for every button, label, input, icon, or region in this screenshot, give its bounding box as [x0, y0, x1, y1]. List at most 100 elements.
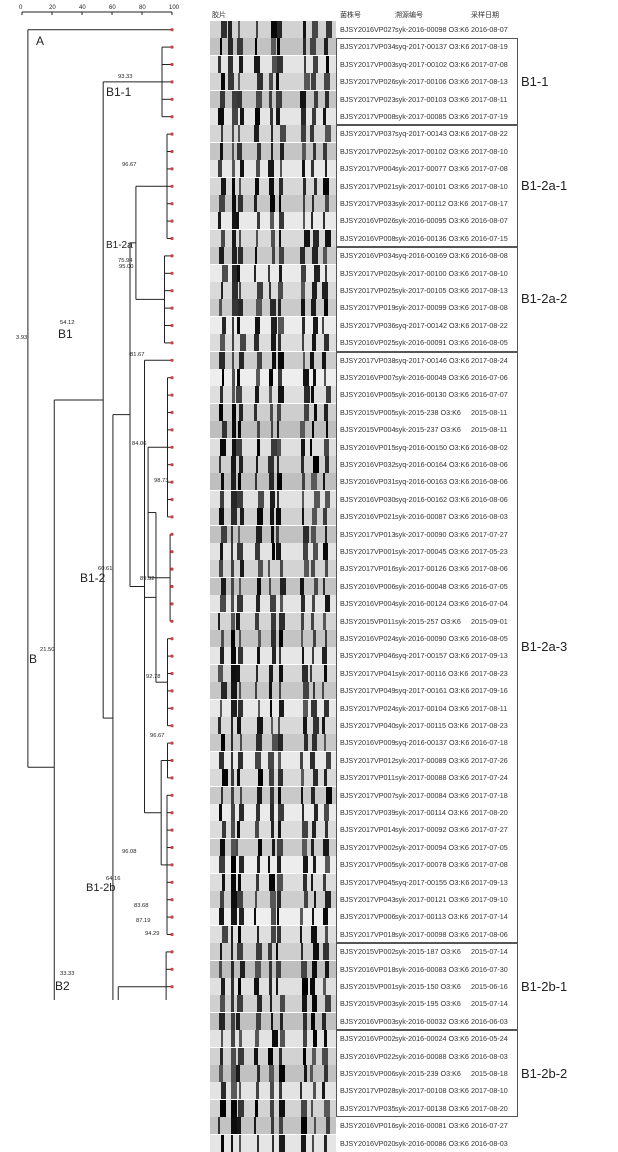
gel-band [255, 960, 262, 978]
gel-band [311, 421, 314, 439]
cluster-label: B2 [55, 979, 70, 993]
gel-band [230, 908, 237, 926]
gel-band [268, 560, 271, 578]
gel-band [231, 421, 236, 439]
gel-band [254, 682, 257, 700]
gel-band [270, 108, 274, 125]
gel-band [271, 1134, 274, 1152]
strain-id: BJSY2015VP002 [340, 947, 396, 957]
gel-band [277, 369, 282, 386]
leaf-node [170, 567, 174, 571]
gel-band [221, 525, 228, 543]
gel-band [322, 577, 325, 595]
tracing-code: syk-2017-00077 O3:K6 [395, 164, 469, 174]
gel-band [276, 38, 280, 56]
gel-band [239, 734, 242, 752]
gel-band [278, 717, 281, 734]
gel-lane [210, 560, 336, 578]
gel-band [276, 543, 282, 560]
group-box [336, 38, 518, 126]
gel-band [302, 682, 309, 700]
gel-band [301, 960, 308, 978]
strain-id: BJSY2017VP022 [340, 146, 396, 156]
gel-band [312, 1082, 316, 1100]
gel-band [325, 456, 330, 473]
gel-lane [210, 995, 336, 1013]
gel-band [230, 1030, 235, 1048]
gel-band [268, 177, 274, 195]
gel-band [313, 630, 317, 647]
gel-band [231, 804, 236, 821]
gel-band [231, 595, 235, 613]
gel-band [279, 125, 286, 143]
gel-band [236, 838, 239, 856]
similarity-value: 98.73 [154, 478, 169, 484]
gel-band [230, 1065, 236, 1082]
gel-band [236, 612, 241, 630]
gel-band [238, 978, 242, 995]
sample-date: 2015-06-16 [471, 982, 508, 991]
gel-band [269, 978, 273, 995]
gel-band [255, 1099, 259, 1117]
gel-band [255, 456, 258, 473]
gel-band [302, 838, 308, 856]
leaf-node [170, 410, 174, 415]
gel-band [271, 334, 277, 352]
sample-date: 2017-08-22 [471, 320, 508, 330]
gel-band [256, 160, 261, 178]
tracing-code: syk-2015-237 O3:K6 [395, 425, 461, 435]
gel-band [269, 90, 273, 108]
leaf-node [170, 428, 174, 432]
cluster-label: B1 [58, 327, 73, 341]
gel-band [268, 456, 275, 473]
gel-band [256, 508, 263, 526]
tracing-code: syk-2017-00085 O3:K6 [395, 112, 469, 121]
gel-band [231, 386, 235, 404]
gel-band [323, 873, 327, 891]
gel-band [238, 699, 244, 717]
gel-band [278, 1117, 283, 1135]
gel-band [257, 838, 262, 856]
gel-band [239, 508, 244, 526]
gel-band [323, 734, 326, 752]
gel-band [310, 699, 317, 717]
leaf-node [170, 149, 174, 154]
strain-id: BJSY2017VP001 [340, 547, 396, 556]
gel-band [231, 456, 237, 473]
strain-id: BJSY2016VP016 [340, 1121, 396, 1131]
strain-id: BJSY2015VP001 [340, 982, 396, 991]
gel-band [238, 577, 241, 595]
gel-lane [210, 960, 336, 978]
sample-date: 2017-08-06 [471, 564, 508, 574]
gel-band [231, 577, 235, 595]
strain-id: BJSY2017VP025 [340, 286, 396, 295]
gel-band [279, 177, 284, 195]
gel-band [255, 664, 258, 682]
gel-band [311, 647, 314, 665]
gel-band [303, 873, 308, 891]
cluster-label: B [29, 652, 37, 666]
gel-band [237, 769, 241, 787]
gel-band [279, 1047, 283, 1065]
gel-band [271, 247, 275, 265]
gel-band [323, 403, 328, 421]
gel-band [237, 1099, 244, 1117]
gel-band [218, 664, 224, 682]
gel-band [239, 456, 244, 473]
gel-band [257, 212, 261, 230]
gel-band [300, 247, 306, 265]
gel-lane [210, 90, 336, 108]
gel-band [239, 1082, 242, 1100]
gel-band [279, 195, 282, 212]
gel-band [313, 229, 320, 247]
tracing-code: syk-2015-187 O3:K6 [395, 947, 461, 957]
strain-id: BJSY2015VP004 [340, 425, 396, 435]
gel-band [303, 403, 309, 421]
gel-band [311, 386, 315, 404]
gel-band [301, 282, 305, 299]
gel-band [218, 160, 223, 178]
gel-band [278, 699, 284, 717]
scale-tick-label: 100 [169, 5, 180, 11]
strain-id: BJSY2017VP020 [340, 268, 396, 278]
gel-band [313, 1030, 318, 1048]
